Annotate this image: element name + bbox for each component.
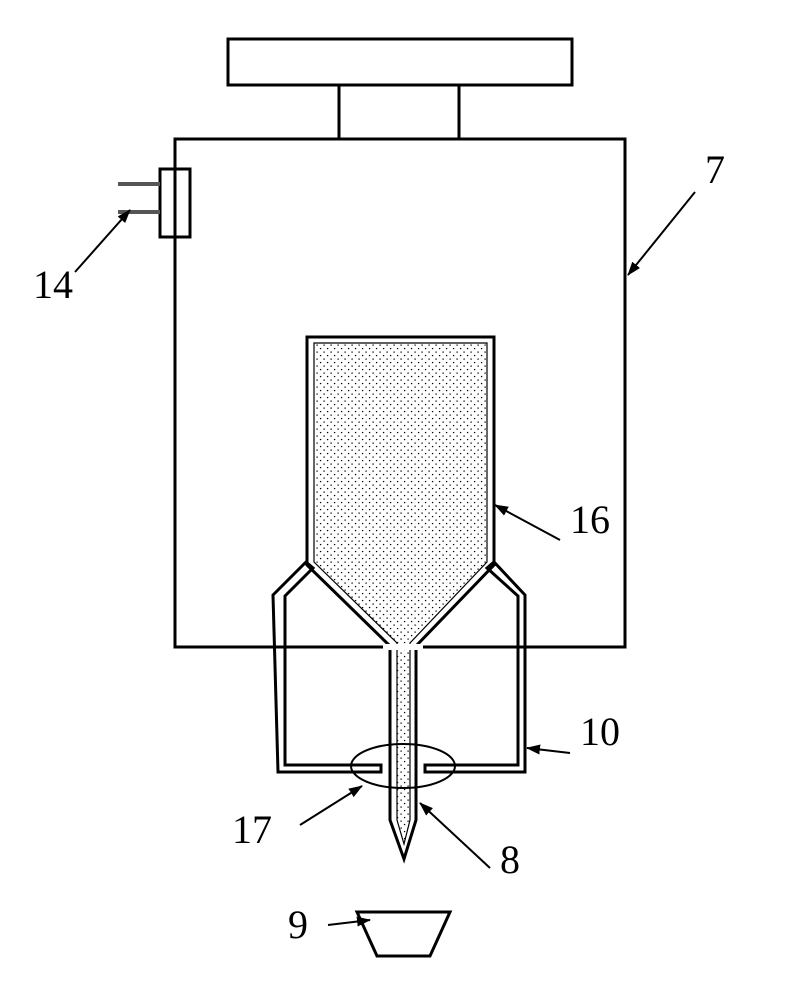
label-10: 10 bbox=[580, 708, 620, 755]
label-16: 16 bbox=[570, 496, 610, 543]
diagram-svg bbox=[0, 0, 795, 996]
label-17: 17 bbox=[232, 806, 272, 853]
label-8: 8 bbox=[500, 836, 520, 883]
label-14: 14 bbox=[33, 261, 73, 308]
label-9: 9 bbox=[288, 901, 308, 948]
diagram-root: { "canvas": { "width": 795, "height": 99… bbox=[0, 0, 795, 996]
label-7: 7 bbox=[705, 146, 725, 193]
